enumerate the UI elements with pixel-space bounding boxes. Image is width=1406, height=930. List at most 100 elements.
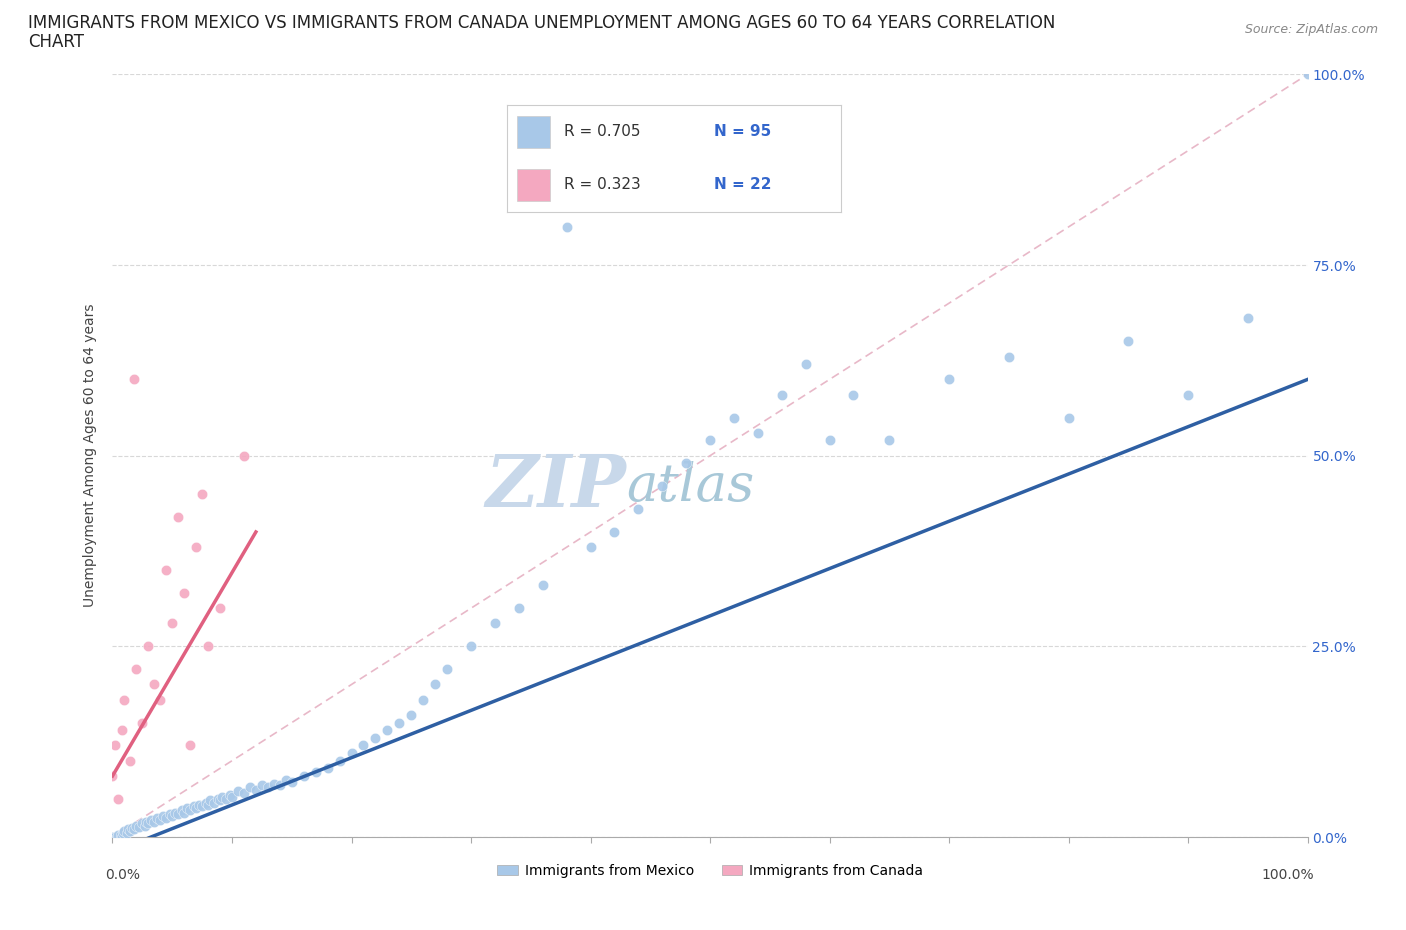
Point xyxy=(194,795,217,810)
Point xyxy=(120,753,142,768)
Point xyxy=(114,692,135,707)
Point xyxy=(111,830,134,844)
Text: Source: ZipAtlas.com: Source: ZipAtlas.com xyxy=(1244,23,1378,36)
Point xyxy=(125,818,148,833)
Point xyxy=(149,813,172,828)
Point xyxy=(145,811,167,826)
Point xyxy=(125,662,148,677)
Point xyxy=(412,692,434,707)
Point xyxy=(388,715,411,730)
Point xyxy=(202,795,225,810)
Point xyxy=(723,410,745,425)
Point xyxy=(176,801,198,816)
Legend: Immigrants from Mexico, Immigrants from Canada: Immigrants from Mexico, Immigrants from … xyxy=(491,858,929,883)
Point xyxy=(747,425,769,440)
Point xyxy=(173,586,195,601)
Point xyxy=(162,808,183,823)
Point xyxy=(239,780,262,795)
Point xyxy=(651,479,673,494)
Point xyxy=(162,616,183,631)
Point xyxy=(138,639,160,654)
Text: ZIP: ZIP xyxy=(485,451,627,522)
Point xyxy=(179,803,201,817)
Point xyxy=(603,525,626,539)
Point xyxy=(200,793,222,808)
Point xyxy=(436,662,458,677)
Point xyxy=(377,723,399,737)
Point xyxy=(1057,410,1080,425)
Point xyxy=(269,777,291,792)
Point xyxy=(627,501,650,516)
Point xyxy=(187,798,209,813)
Point xyxy=(879,433,901,448)
Text: atlas: atlas xyxy=(627,460,755,512)
Point xyxy=(155,563,177,578)
Point xyxy=(215,791,238,806)
Point xyxy=(183,799,205,814)
Point xyxy=(143,815,166,830)
Point xyxy=(143,677,166,692)
Point xyxy=(211,790,233,804)
Text: CHART: CHART xyxy=(28,33,84,50)
Point xyxy=(274,772,297,787)
Point xyxy=(104,830,127,844)
Point xyxy=(112,826,135,841)
Point xyxy=(352,738,374,753)
Point xyxy=(134,818,156,833)
Point xyxy=(139,813,162,828)
Point xyxy=(842,387,865,402)
Point xyxy=(209,601,232,616)
Point xyxy=(105,830,128,844)
Point xyxy=(117,822,139,837)
Point xyxy=(186,539,208,554)
Point xyxy=(191,799,214,814)
Point xyxy=(305,764,328,779)
Point xyxy=(579,539,602,554)
Point xyxy=(135,815,157,830)
Point xyxy=(131,715,153,730)
Point xyxy=(218,788,240,803)
Point xyxy=(794,357,817,372)
Text: IMMIGRANTS FROM MEXICO VS IMMIGRANTS FROM CANADA UNEMPLOYMENT AMONG AGES 60 TO 6: IMMIGRANTS FROM MEXICO VS IMMIGRANTS FRO… xyxy=(28,14,1056,32)
Point xyxy=(316,761,339,776)
Point xyxy=(155,811,177,826)
Point xyxy=(233,448,256,463)
Point xyxy=(197,798,219,813)
Point xyxy=(292,768,315,783)
Point xyxy=(179,738,201,753)
Point xyxy=(340,746,363,761)
Point xyxy=(138,816,160,830)
Point xyxy=(699,433,721,448)
Point xyxy=(998,349,1021,364)
Point xyxy=(484,616,506,631)
Point xyxy=(233,785,256,800)
Point xyxy=(207,791,229,806)
Point xyxy=(104,738,127,753)
Point xyxy=(245,782,267,797)
Point xyxy=(250,777,273,792)
Point xyxy=(149,692,172,707)
Point xyxy=(1237,311,1260,325)
Point xyxy=(401,708,423,723)
Point xyxy=(107,791,129,806)
Text: 0.0%: 0.0% xyxy=(105,868,141,882)
Point xyxy=(364,730,387,745)
Point xyxy=(170,803,193,817)
Point xyxy=(281,775,304,790)
Point xyxy=(131,816,153,830)
Point xyxy=(101,830,124,844)
Point xyxy=(1118,334,1140,349)
Point xyxy=(122,372,145,387)
Point xyxy=(173,805,195,820)
Point xyxy=(114,823,135,838)
Point xyxy=(110,828,132,843)
Point xyxy=(101,768,124,783)
Point xyxy=(531,578,554,592)
Point xyxy=(121,820,143,835)
Point xyxy=(508,601,530,616)
Point xyxy=(128,819,150,834)
Point xyxy=(425,677,447,692)
Point xyxy=(120,823,142,838)
Point xyxy=(329,753,352,768)
Point xyxy=(555,219,578,234)
